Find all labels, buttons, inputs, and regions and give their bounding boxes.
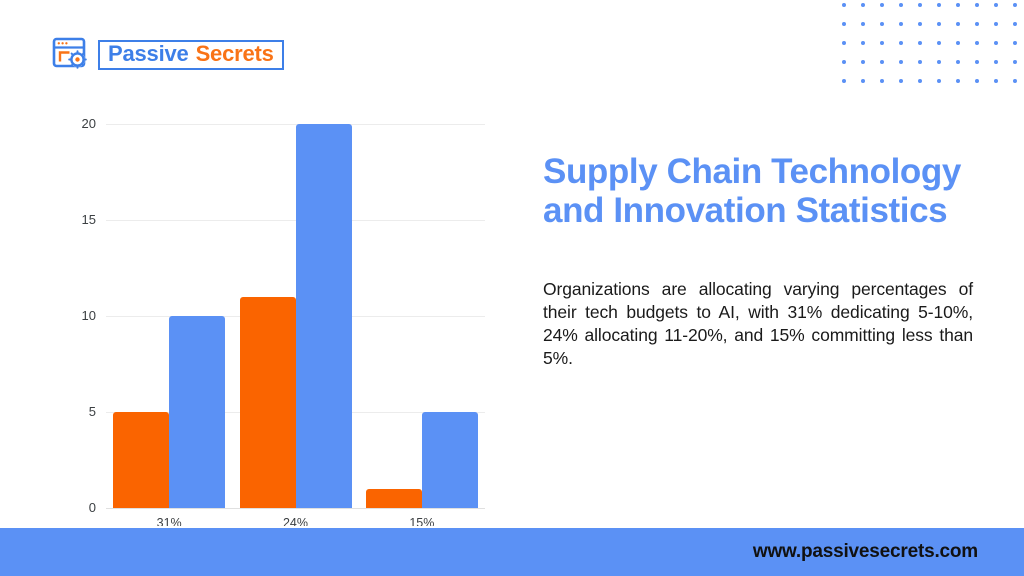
decorative-dot bbox=[937, 41, 941, 45]
decorative-dot bbox=[861, 79, 865, 83]
decorative-dot bbox=[1013, 3, 1017, 7]
chart-y-tick-label: 10 bbox=[81, 308, 96, 323]
decorative-dot bbox=[880, 41, 884, 45]
chart-bar bbox=[169, 316, 226, 508]
decorative-dot bbox=[842, 22, 846, 26]
text-column: Supply Chain Technology and Innovation S… bbox=[543, 152, 973, 370]
decorative-dot bbox=[861, 22, 865, 26]
decorative-dot bbox=[994, 3, 998, 7]
decorative-dot bbox=[861, 60, 865, 64]
chart-bar bbox=[365, 488, 422, 508]
decorative-dot bbox=[994, 41, 998, 45]
footer-website-url[interactable]: www.passivesecrets.com bbox=[752, 541, 978, 562]
decorative-dot bbox=[937, 22, 941, 26]
decorative-dot bbox=[842, 41, 846, 45]
decorative-dot bbox=[994, 79, 998, 83]
decorative-dot bbox=[956, 79, 960, 83]
decorative-dot bbox=[899, 60, 903, 64]
footer-bar: www.passivesecrets.com bbox=[0, 526, 1024, 576]
decorative-dot bbox=[861, 3, 865, 7]
decorative-dot bbox=[975, 79, 979, 83]
chart-bar bbox=[421, 412, 478, 508]
decorative-dot bbox=[918, 79, 922, 83]
decorative-dot bbox=[842, 3, 846, 7]
page-title: Supply Chain Technology and Innovation S… bbox=[543, 152, 961, 231]
brand-logo[interactable]: Passive Secrets bbox=[52, 36, 284, 74]
decorative-dot bbox=[899, 79, 903, 83]
decorative-dot bbox=[937, 3, 941, 7]
chart-bar bbox=[239, 296, 296, 508]
decorative-dot bbox=[899, 41, 903, 45]
brand-wordmark: Passive Secrets bbox=[98, 40, 284, 70]
decorative-dot bbox=[975, 60, 979, 64]
decorative-dot bbox=[918, 22, 922, 26]
decorative-dot bbox=[880, 22, 884, 26]
decorative-dot bbox=[861, 41, 865, 45]
decorative-dot bbox=[899, 3, 903, 7]
decorative-dot bbox=[880, 79, 884, 83]
chart-bars bbox=[106, 124, 485, 508]
brand-name-secondary: Secrets bbox=[195, 41, 274, 66]
decorative-dot-grid bbox=[834, 0, 1024, 87]
decorative-dot bbox=[956, 60, 960, 64]
chart-y-tick-label: 0 bbox=[88, 500, 96, 515]
chart-y-tick-label: 15 bbox=[81, 212, 96, 227]
decorative-dot bbox=[842, 60, 846, 64]
brand-name-primary: Passive bbox=[108, 41, 189, 66]
grouped-bar-chart: 0 5 10 15 20 31% 24% 15% bbox=[0, 100, 520, 540]
decorative-dot bbox=[956, 22, 960, 26]
decorative-dot bbox=[1013, 22, 1017, 26]
decorative-dot bbox=[1013, 79, 1017, 83]
browser-window-gear-icon bbox=[52, 36, 92, 74]
chart-baseline bbox=[106, 508, 485, 509]
decorative-dot bbox=[918, 41, 922, 45]
decorative-dot bbox=[956, 3, 960, 7]
decorative-dot bbox=[937, 60, 941, 64]
chart-bar bbox=[113, 412, 170, 508]
decorative-dot bbox=[937, 79, 941, 83]
decorative-dot bbox=[842, 79, 846, 83]
decorative-dot bbox=[918, 3, 922, 7]
decorative-dot bbox=[880, 3, 884, 7]
decorative-dot bbox=[994, 60, 998, 64]
decorative-dot bbox=[899, 22, 903, 26]
chart-bar bbox=[295, 124, 352, 508]
decorative-dot bbox=[975, 3, 979, 7]
body-paragraph: Organizations are allocating varying per… bbox=[543, 279, 973, 369]
chart-y-tick-label: 20 bbox=[81, 116, 96, 131]
decorative-dot bbox=[880, 60, 884, 64]
decorative-dot bbox=[956, 41, 960, 45]
decorative-dot bbox=[1013, 41, 1017, 45]
decorative-dot bbox=[975, 41, 979, 45]
decorative-dot bbox=[1013, 60, 1017, 64]
chart-y-tick-label: 5 bbox=[88, 404, 96, 419]
decorative-dot bbox=[994, 22, 998, 26]
decorative-dot bbox=[918, 60, 922, 64]
decorative-dot bbox=[975, 22, 979, 26]
